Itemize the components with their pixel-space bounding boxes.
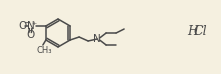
Text: N: N bbox=[27, 21, 35, 31]
Text: Cl: Cl bbox=[194, 24, 208, 38]
Text: −: − bbox=[23, 18, 30, 27]
Text: O: O bbox=[18, 20, 27, 30]
Text: O: O bbox=[26, 30, 34, 40]
Text: N: N bbox=[93, 34, 101, 44]
Text: H: H bbox=[187, 24, 198, 38]
Text: CH₃: CH₃ bbox=[36, 46, 52, 55]
Text: +: + bbox=[32, 20, 37, 26]
